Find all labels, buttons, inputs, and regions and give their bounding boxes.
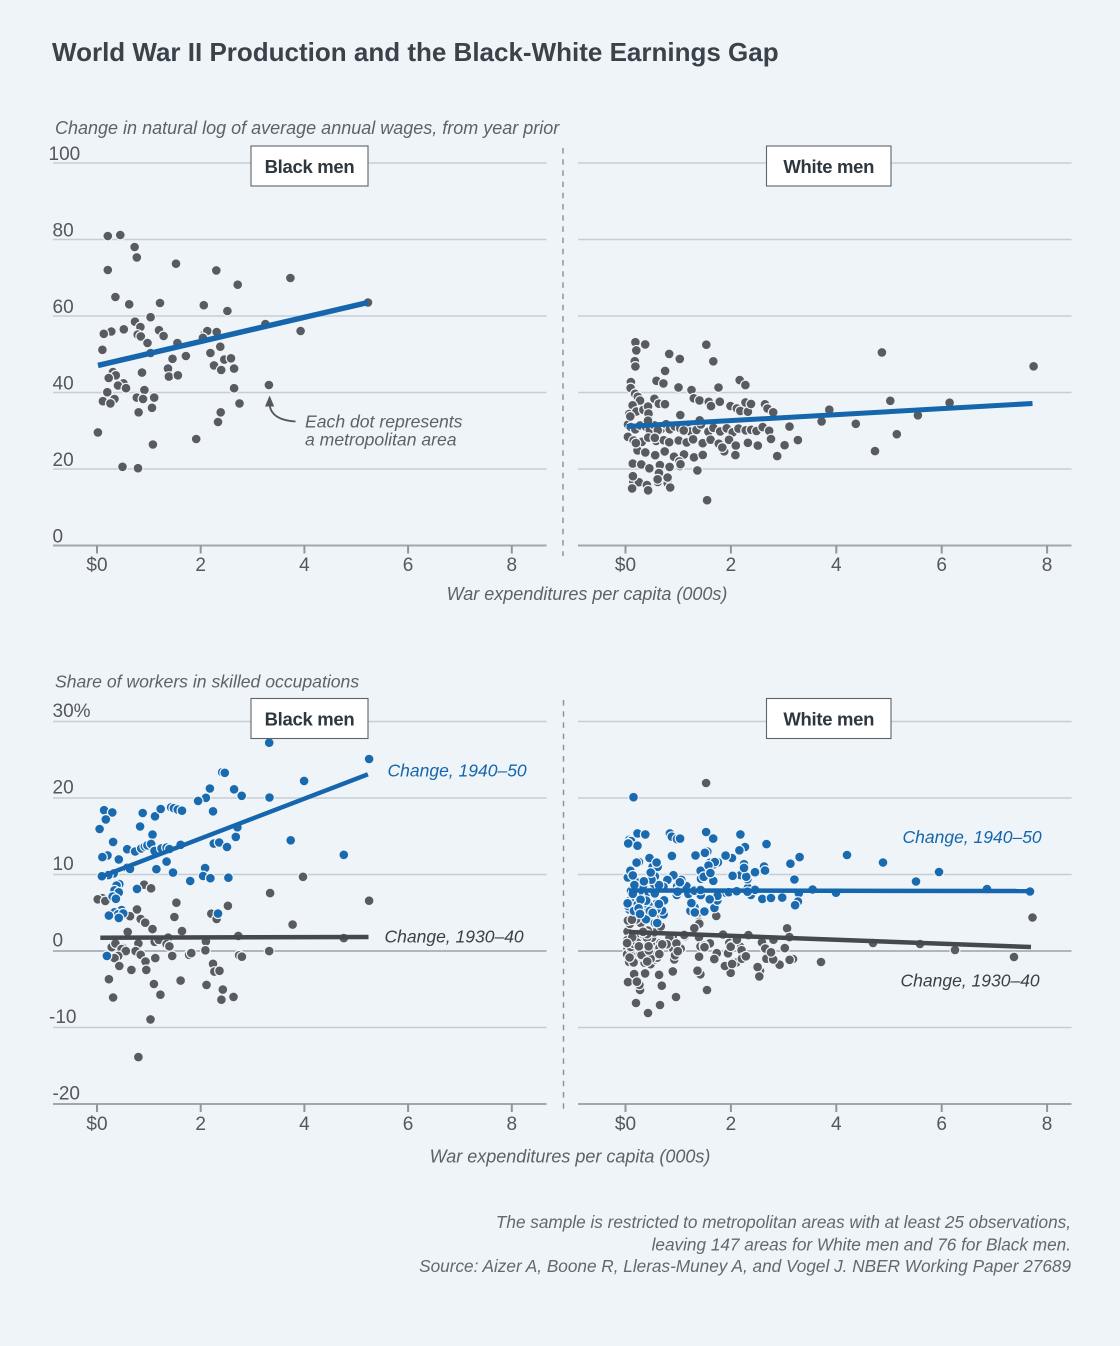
svg-text:The sample is restricted to me: The sample is restricted to metropolitan… xyxy=(496,1212,1071,1232)
svg-text:Share of workers in skilled oc: Share of workers in skilled occupations xyxy=(55,672,359,692)
svg-text:20: 20 xyxy=(53,450,74,471)
svg-text:-20: -20 xyxy=(53,1084,80,1105)
svg-text:4: 4 xyxy=(831,555,842,576)
svg-text:20: 20 xyxy=(53,778,74,799)
svg-text:4: 4 xyxy=(831,1114,842,1135)
svg-text:6: 6 xyxy=(936,1114,947,1135)
svg-text:Change, 1940–50: Change, 1940–50 xyxy=(903,827,1042,847)
svg-text:Each dot represents: Each dot represents xyxy=(305,412,463,432)
svg-text:0: 0 xyxy=(53,931,64,952)
svg-text:4: 4 xyxy=(299,1114,310,1135)
svg-text:30%: 30% xyxy=(53,701,91,722)
svg-text:0: 0 xyxy=(53,527,64,548)
svg-text:4: 4 xyxy=(299,555,310,576)
svg-text:8: 8 xyxy=(507,1114,518,1135)
svg-text:-10: -10 xyxy=(49,1007,76,1028)
svg-text:40: 40 xyxy=(53,374,74,395)
svg-text:War expenditures per capita (0: War expenditures per capita (000s) xyxy=(447,584,728,604)
svg-text:2: 2 xyxy=(726,1114,737,1135)
svg-text:80: 80 xyxy=(53,221,74,242)
svg-text:2: 2 xyxy=(195,555,206,576)
svg-text:World War II Production and th: World War II Production and the Black-Wh… xyxy=(52,37,779,67)
svg-text:6: 6 xyxy=(936,555,947,576)
svg-text:Change in natural log of avera: Change in natural log of average annual … xyxy=(55,118,560,138)
svg-text:leaving 147 areas for White me: leaving 147 areas for White men and 76 f… xyxy=(652,1235,1071,1255)
svg-text:Change, 1930–40: Change, 1930–40 xyxy=(385,927,524,947)
svg-text:Black men: Black men xyxy=(265,156,355,177)
svg-text:60: 60 xyxy=(53,297,74,318)
svg-text:2: 2 xyxy=(195,1114,206,1135)
svg-text:Change, 1940–50: Change, 1940–50 xyxy=(388,761,527,781)
svg-text:Source: Aizer A, Boone R, Ller: Source: Aizer A, Boone R, Lleras-Muney A… xyxy=(419,1256,1071,1276)
svg-text:a metropolitan area: a metropolitan area xyxy=(305,430,457,450)
svg-text:War expenditures per capita (0: War expenditures per capita (000s) xyxy=(430,1147,711,1167)
svg-text:8: 8 xyxy=(507,555,518,576)
svg-text:$0: $0 xyxy=(615,1114,636,1135)
svg-text:White men: White men xyxy=(783,709,874,730)
svg-text:100: 100 xyxy=(49,144,81,165)
svg-text:White men: White men xyxy=(783,156,874,177)
svg-text:6: 6 xyxy=(403,555,414,576)
svg-text:8: 8 xyxy=(1042,1114,1053,1135)
svg-text:$0: $0 xyxy=(86,1114,107,1135)
svg-text:6: 6 xyxy=(403,1114,414,1135)
svg-text:2: 2 xyxy=(726,555,737,576)
svg-text:8: 8 xyxy=(1042,555,1053,576)
svg-text:Black men: Black men xyxy=(265,709,355,730)
svg-text:$0: $0 xyxy=(86,555,107,576)
svg-text:$0: $0 xyxy=(615,555,636,576)
svg-text:Change, 1930–40: Change, 1930–40 xyxy=(901,971,1040,991)
svg-text:10: 10 xyxy=(53,854,74,875)
